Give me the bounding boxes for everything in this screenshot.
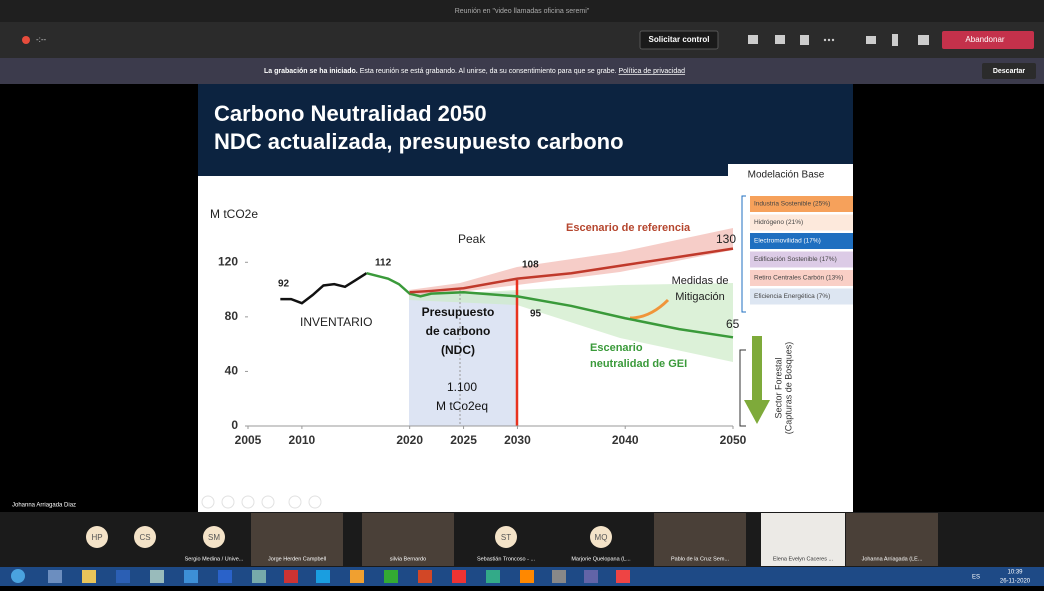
x-tick-label: 2020 xyxy=(396,433,423,447)
annotation: 108 xyxy=(522,260,539,271)
y-tick-label: 40 xyxy=(225,364,239,378)
request-control-label: Solicitar control xyxy=(649,35,710,44)
legend-label: Edificación Sostenible (17%) xyxy=(754,256,837,263)
annotation: Escenario de referencia xyxy=(566,222,691,234)
participant-name: Sebastián Troncoso - ... xyxy=(477,556,536,562)
dismiss-label: Descartar xyxy=(993,68,1026,75)
toolbar xyxy=(0,22,1044,58)
y-tick-label: 80 xyxy=(225,309,239,323)
annotation: (Capturas de Bosques) xyxy=(783,342,793,435)
annotation: M tCo2eq xyxy=(436,399,488,413)
banner-message: Esta reunión se está grabando. Al unirse… xyxy=(360,68,617,75)
start-button[interactable] xyxy=(11,569,25,583)
participant-name: Johanna Arriagada (LE... xyxy=(862,556,923,562)
participant-name: Elena Evelyn Caceres ... xyxy=(773,556,834,562)
annotation: de carbono xyxy=(426,324,491,338)
avatar-initials: ST xyxy=(501,533,511,542)
participant-name: Marjorie Quelopana (L... xyxy=(571,556,631,562)
x-tick-label: 2005 xyxy=(235,433,262,447)
leave-label: Abandonar xyxy=(965,35,1004,44)
privacy-link[interactable]: Política de privacidad xyxy=(619,68,686,75)
annotation: 130 xyxy=(716,232,736,246)
annotation: 92 xyxy=(278,279,290,290)
annotation: 1.100 xyxy=(447,380,477,394)
annotation: Peak xyxy=(458,232,486,246)
participant-name: Sergio Medina / Unive... xyxy=(185,556,244,562)
screen: Reunión en "video llamadas oficina serem… xyxy=(0,0,1044,586)
clock-time: 10:39 xyxy=(1007,570,1023,576)
participant-name: Jorge Herden Campbell xyxy=(268,556,326,562)
timer: -:-- xyxy=(36,35,47,44)
record-dot xyxy=(22,36,30,44)
avatar-initials: MQ xyxy=(595,533,608,542)
annotation: Escenario xyxy=(590,342,643,354)
legend-title: Modelación Base xyxy=(748,170,825,181)
avatar-initials: CS xyxy=(139,533,150,542)
legend-label: Eficiencia Energética (7%) xyxy=(754,293,830,300)
annotation: Medidas de xyxy=(672,275,729,287)
annotation: Sector Forestal xyxy=(773,357,783,418)
clock-date: 26-11-2020 xyxy=(1000,579,1031,585)
legend-label: Hidrógeno (21%) xyxy=(754,219,803,226)
annotation: (NDC) xyxy=(441,343,475,357)
x-tick-label: 2010 xyxy=(289,433,316,447)
banner-text: La grabación se ha iniciado. Esta reunió… xyxy=(264,68,685,75)
slide-title: NDC actualizada, presupuesto carbono xyxy=(214,129,624,154)
annotation: INVENTARIO xyxy=(300,315,372,329)
y-tick-label: 0 xyxy=(231,418,238,432)
annotation: 95 xyxy=(530,309,542,320)
x-tick-label: 2050 xyxy=(720,433,747,447)
y-axis-label: M tCO2e xyxy=(210,207,258,221)
x-tick-label: 2040 xyxy=(612,433,639,447)
annotation: 65 xyxy=(726,317,740,331)
legend-label: Electromovilidad (17%) xyxy=(754,238,821,245)
avatar-initials: SM xyxy=(208,533,220,542)
participant-name: Pablo de la Cruz Sem... xyxy=(671,556,730,562)
annotation: Presupuesto xyxy=(422,305,495,319)
slide-title: Carbono Neutralidad 2050 xyxy=(214,101,487,126)
legend-label: Industria Sostenible (25%) xyxy=(754,201,830,208)
banner-bold: La grabación se ha iniciado. xyxy=(264,68,358,75)
x-tick-label: 2030 xyxy=(504,433,531,447)
legend-label: Retiro Centrales Carbón (13%) xyxy=(754,275,843,282)
annotation: Mitigación xyxy=(675,291,725,303)
x-tick-label: 2025 xyxy=(450,433,477,447)
avatar-initials: HP xyxy=(91,533,102,542)
annotation: neutralidad de GEI xyxy=(590,358,687,370)
window-title: Reunión en "video llamadas oficina serem… xyxy=(455,8,590,15)
annotation: 112 xyxy=(375,258,392,269)
input-language: ES xyxy=(972,575,980,581)
participant-name: silvia Bernardo xyxy=(390,556,426,562)
y-tick-label: 120 xyxy=(218,254,238,268)
presenter-name: Johanna Arriagada Diaz xyxy=(12,503,76,509)
